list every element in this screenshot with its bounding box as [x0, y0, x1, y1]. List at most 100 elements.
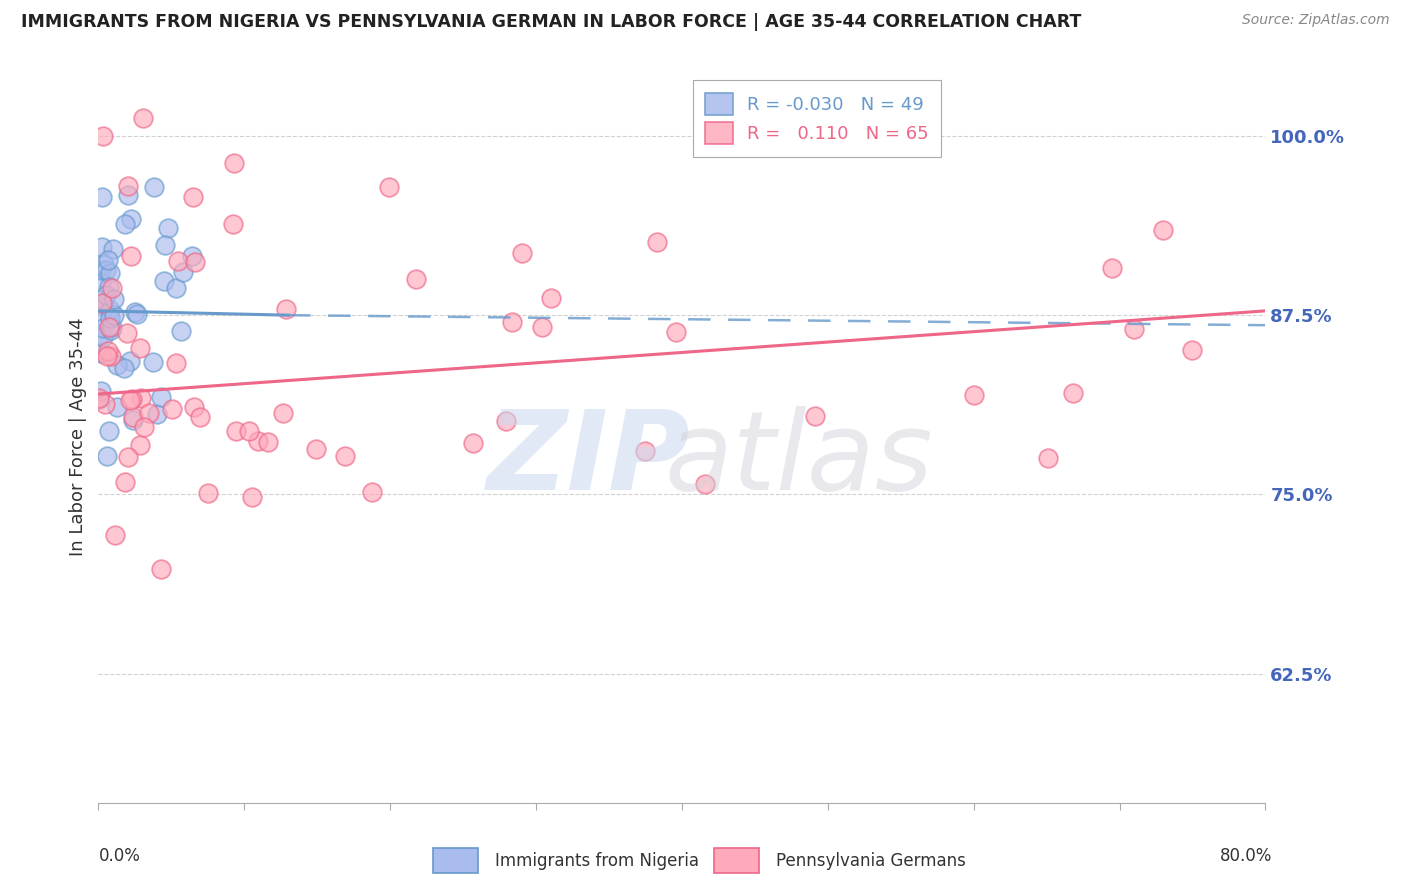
Point [91, 295, 114, 310]
Text: atlas: atlas [664, 406, 934, 513]
Point [120, 248, 142, 262]
Point [224, 155, 246, 169]
Point [94, 288, 117, 302]
Point [405, 271, 427, 285]
Point [104, 528, 127, 542]
Point [501, 315, 523, 329]
Point [225, 424, 247, 438]
Point [150, 562, 173, 576]
Point [1036, 451, 1059, 466]
Point [184, 254, 207, 268]
Point [463, 436, 485, 450]
Point [246, 434, 269, 448]
Point [98, 280, 121, 294]
Point [183, 400, 205, 414]
Point [98, 311, 121, 326]
Point [98, 424, 121, 438]
Point [1181, 343, 1204, 358]
Point [165, 356, 187, 370]
Point [138, 406, 160, 420]
Point [96, 449, 118, 463]
Point [114, 475, 136, 489]
Point [197, 486, 219, 500]
Point [963, 388, 986, 402]
Point [166, 254, 188, 268]
Point [540, 291, 562, 305]
Point [96, 349, 118, 363]
Point [172, 265, 194, 279]
Point [222, 217, 245, 231]
Point [121, 392, 143, 407]
Point [100, 323, 122, 337]
Point [89, 329, 111, 343]
Point [97, 252, 120, 267]
Point [91, 320, 114, 334]
Point [89, 298, 111, 312]
Point [91, 190, 114, 204]
Point [114, 217, 136, 231]
Point [153, 237, 176, 252]
Point [91, 296, 114, 310]
Point [134, 419, 156, 434]
Point [94, 263, 117, 277]
Text: Immigrants from Nigeria: Immigrants from Nigeria [495, 852, 699, 870]
Point [634, 443, 657, 458]
Point [129, 391, 152, 405]
Point [97, 320, 120, 334]
FancyBboxPatch shape [433, 848, 478, 873]
Point [122, 410, 145, 425]
Point [90, 262, 112, 277]
Point [90, 346, 112, 360]
Text: IMMIGRANTS FROM NIGERIA VS PENNSYLVANIA GERMAN IN LABOR FORCE | AGE 35-44 CORREL: IMMIGRANTS FROM NIGERIA VS PENNSYLVANIA … [21, 13, 1081, 31]
Point [89, 392, 111, 406]
Point [162, 401, 184, 416]
Point [90, 240, 112, 254]
Text: Pennsylvania Germans: Pennsylvania Germans [776, 852, 966, 870]
Point [170, 324, 193, 338]
Point [180, 249, 202, 263]
Point [240, 490, 263, 504]
Point [803, 409, 825, 423]
FancyBboxPatch shape [714, 848, 759, 873]
Point [98, 267, 121, 281]
Point [98, 302, 121, 317]
Point [693, 476, 716, 491]
Point [93, 257, 115, 271]
Point [100, 281, 122, 295]
Point [333, 449, 356, 463]
Point [129, 342, 152, 356]
Point [125, 307, 148, 321]
Point [120, 354, 142, 368]
Point [90, 275, 112, 289]
Point [117, 178, 139, 193]
Point [132, 111, 155, 125]
Point [121, 413, 143, 427]
Point [145, 407, 167, 421]
Point [94, 397, 117, 411]
Point [103, 308, 125, 322]
Point [100, 320, 122, 334]
Point [257, 435, 280, 450]
Point [117, 450, 139, 464]
Point [273, 405, 295, 419]
Point [142, 180, 165, 194]
Point [665, 325, 688, 339]
Point [361, 485, 384, 500]
Point [156, 220, 179, 235]
Point [495, 414, 517, 428]
Point [153, 275, 176, 289]
Point [120, 212, 142, 227]
Point [112, 360, 135, 375]
Point [142, 355, 165, 369]
Point [97, 343, 120, 358]
Point [238, 425, 260, 439]
Point [90, 309, 112, 323]
Point [1122, 322, 1144, 336]
Point [1101, 261, 1123, 276]
Point [129, 438, 152, 452]
Legend: R = -0.030   N = 49, R =   0.110   N = 65: R = -0.030 N = 49, R = 0.110 N = 65 [693, 80, 941, 157]
Point [276, 301, 298, 316]
Point [91, 128, 114, 143]
Point [531, 319, 554, 334]
Point [378, 180, 401, 194]
